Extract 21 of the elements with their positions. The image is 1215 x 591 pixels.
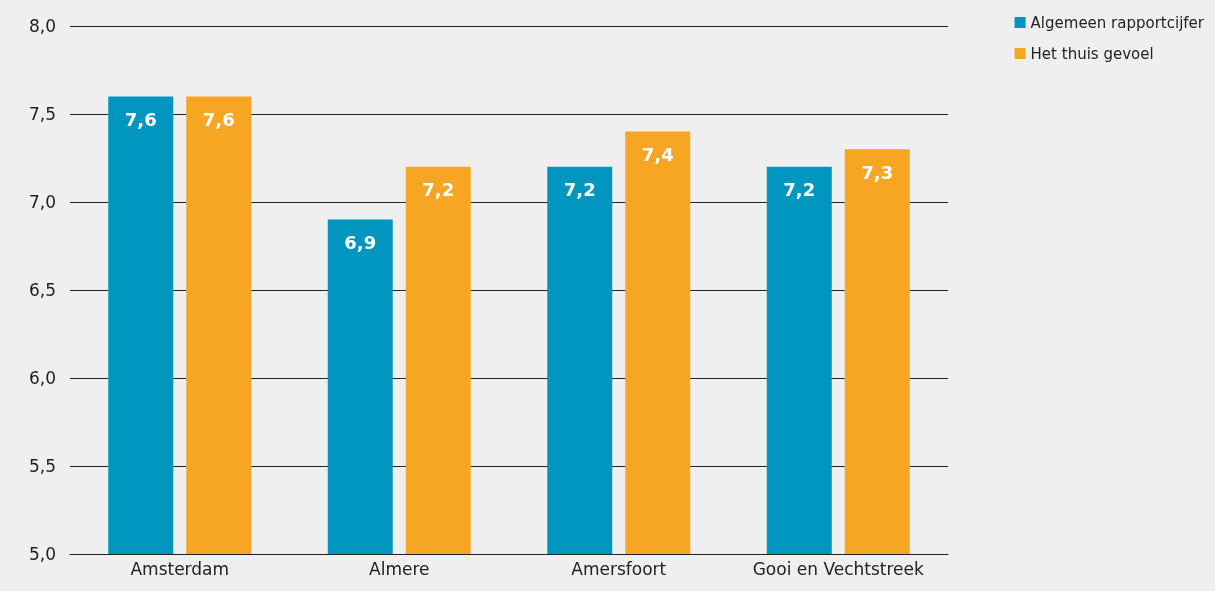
x-tick-label: Gooi en Vechtstreek xyxy=(752,558,924,579)
legend-label: Het thuis gevoel xyxy=(1030,44,1154,63)
data-label: 7,6 xyxy=(202,108,235,130)
y-tick-label: 7,5 xyxy=(28,104,56,124)
data-label: 7,2 xyxy=(563,179,596,201)
data-label: 7,4 xyxy=(641,144,674,166)
y-tick-label: 7,0 xyxy=(28,192,56,212)
data-label: 7,2 xyxy=(422,179,455,201)
data-label: 7,2 xyxy=(783,179,816,201)
y-tick-label: 5,0 xyxy=(28,544,56,564)
x-tick-label: Almere xyxy=(369,558,430,579)
data-label: 7,3 xyxy=(861,161,894,183)
y-tick-label: 6,0 xyxy=(28,368,56,388)
x-tick-label: Amsterdam xyxy=(130,558,230,579)
legend-label: Algemeen rapportcijfer xyxy=(1030,13,1205,32)
data-label: 6,9 xyxy=(344,232,377,254)
y-tick-label: 8,0 xyxy=(28,16,56,36)
x-tick-label: Amersfoort xyxy=(571,558,667,579)
data-label: 7,6 xyxy=(124,108,157,130)
y-tick-label: 5,5 xyxy=(28,456,56,476)
y-tick-label: 6,5 xyxy=(28,280,56,300)
